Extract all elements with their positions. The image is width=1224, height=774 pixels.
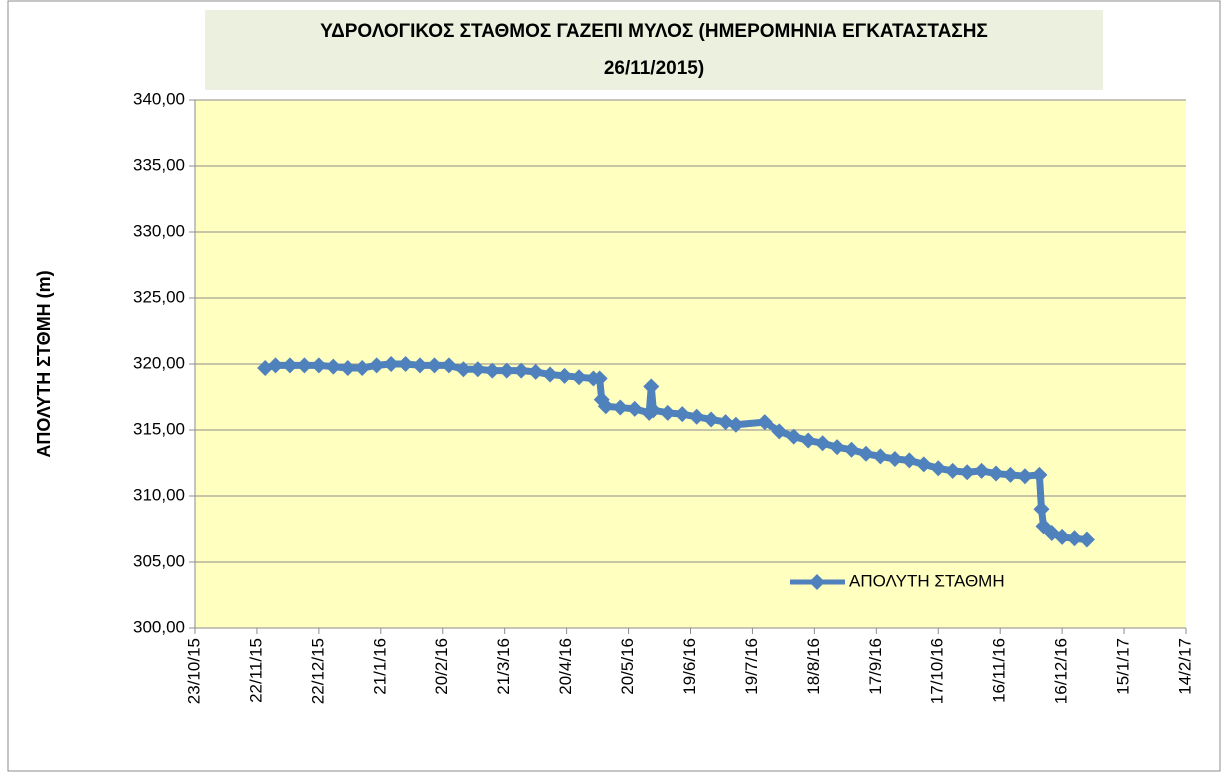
point-marker: [412, 357, 429, 374]
x-tick-label: 17/9/16: [866, 638, 885, 695]
y-tick-label: 335,00: [133, 155, 185, 174]
x-tick-label: 21/3/16: [494, 638, 513, 695]
x-tick-label: 23/10/15: [184, 638, 203, 704]
x-tick-label: 20/5/16: [618, 638, 637, 695]
point-marker: [703, 411, 720, 428]
point-marker: [267, 357, 284, 374]
x-tick-label: 22/11/15: [246, 638, 265, 703]
point-marker: [498, 362, 515, 379]
point-marker: [1066, 530, 1083, 547]
y-tick-label: 315,00: [133, 419, 185, 438]
point-marker: [397, 356, 414, 372]
x-tick-label: 14/2/17: [1175, 638, 1194, 695]
point-marker: [455, 361, 472, 378]
point-marker: [571, 369, 588, 386]
point-marker: [944, 462, 961, 479]
point-marker: [597, 398, 614, 415]
point-marker: [310, 357, 327, 374]
point-marker: [688, 408, 705, 425]
x-tick-label: 16/11/16: [990, 638, 1009, 703]
point-marker: [1054, 528, 1071, 545]
x-tick-label: 17/10/16: [928, 638, 947, 704]
y-tick-label: 325,00: [133, 287, 185, 306]
point-marker: [930, 460, 947, 477]
point-marker: [281, 357, 298, 374]
point-marker: [484, 362, 501, 379]
y-axis-label: ΑΠΟΛΥΤΗ ΣΤΘΜΗ (m): [34, 270, 54, 457]
x-tick-label: 21/1/16: [370, 638, 389, 695]
point-marker: [645, 402, 662, 419]
y-tick-label: 330,00: [133, 221, 185, 240]
x-tick-label: 20/2/16: [432, 638, 451, 695]
point-marker: [612, 399, 629, 416]
point-marker: [626, 400, 643, 417]
point-marker: [513, 362, 530, 379]
point-marker: [368, 357, 385, 374]
point-marker: [354, 359, 371, 376]
point-marker: [1033, 501, 1050, 518]
point-marker: [814, 435, 831, 452]
chart-title: ΥΔΡΟΛΟΓΙΚΟΣ ΣΤΑΘΜΟΣ ΓΑΖΕΠΙ ΜΥΛΟΣ (ΗΜΕΡΟΜ…: [320, 21, 988, 42]
y-tick-label: 320,00: [133, 353, 185, 372]
point-marker: [771, 423, 788, 440]
point-marker: [542, 366, 559, 383]
y-tick-label: 340,00: [133, 89, 185, 108]
x-tick-label: 19/6/16: [680, 638, 699, 695]
point-marker: [915, 456, 932, 473]
point-marker: [988, 465, 1005, 482]
point-marker: [325, 358, 342, 375]
point-marker: [383, 356, 400, 372]
point-marker: [296, 357, 313, 374]
point-marker: [674, 406, 691, 423]
point-marker: [973, 462, 990, 479]
x-tick-label: 16/12/16: [1052, 638, 1071, 704]
point-marker: [339, 359, 356, 376]
title-box: [205, 10, 1103, 90]
x-tick-label: 22/12/15: [308, 638, 327, 704]
point-marker: [843, 441, 860, 458]
point-marker: [440, 357, 457, 374]
point-marker: [756, 414, 773, 431]
point-marker: [886, 451, 903, 468]
point-marker: [1078, 531, 1095, 548]
point-marker: [872, 448, 889, 465]
point-marker: [643, 378, 660, 395]
point-marker: [1016, 468, 1033, 485]
point-marker: [800, 432, 817, 449]
x-tick-label: 19/7/16: [742, 638, 761, 695]
point-marker: [857, 445, 874, 462]
point-marker: [469, 361, 486, 378]
point-marker: [1002, 466, 1019, 483]
point-marker: [1031, 466, 1048, 483]
y-tick-label: 300,00: [133, 617, 185, 636]
point-marker: [785, 428, 802, 445]
y-tick-label: 310,00: [133, 485, 185, 504]
point-marker: [659, 404, 676, 421]
point-marker: [959, 464, 976, 481]
point-marker: [426, 357, 443, 374]
x-tick-label: 18/8/16: [804, 638, 823, 695]
point-marker: [556, 367, 573, 384]
legend-label: ΑΠΟΛΥΤΗ ΣΤΑΘΜΗ: [849, 571, 1005, 590]
y-tick-label: 305,00: [133, 551, 185, 570]
point-marker: [727, 416, 744, 433]
point-marker: [591, 370, 608, 387]
chart-subtitle: 26/11/2015): [604, 58, 704, 79]
point-marker: [901, 452, 918, 469]
legend-marker: [809, 574, 825, 590]
point-marker: [829, 439, 846, 456]
x-tick-label: 20/4/16: [556, 638, 575, 695]
x-tick-label: 15/1/17: [1114, 638, 1133, 695]
point-marker: [527, 363, 544, 380]
